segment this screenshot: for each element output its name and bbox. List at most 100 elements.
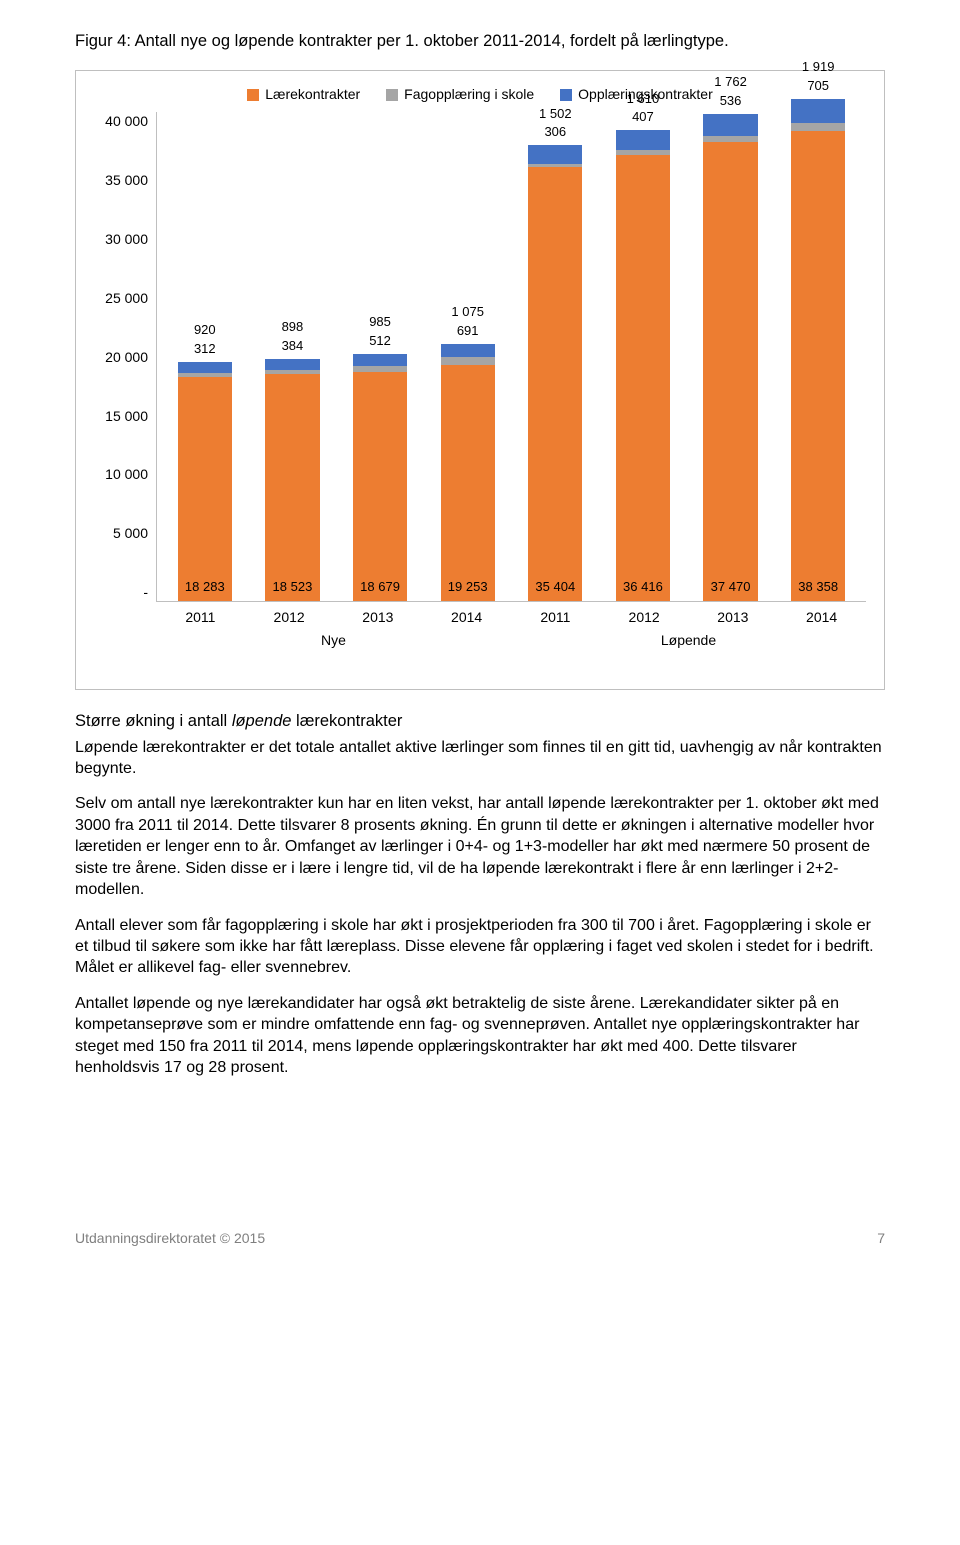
bar-segment-orange: 35 404 — [528, 167, 582, 601]
chart-frame: Lærekontrakter Fagopplæring i skole Oppl… — [75, 70, 885, 690]
bar-value-label: 37 470 — [693, 578, 769, 596]
bar-value-label: 36 416 — [605, 578, 681, 596]
bar-value-label: 898 — [282, 319, 304, 336]
bar-value-label: 1 919 — [802, 59, 835, 76]
x-tick-label: 2011 — [156, 602, 245, 627]
bar-value-label: 985 — [369, 314, 391, 331]
figure-title: Figur 4: Antall nye og løpende kontrakte… — [75, 30, 885, 52]
bar-column: 1 61040736 416 — [599, 112, 687, 601]
bar-column: 1 075 691 19 253 — [424, 112, 512, 601]
bar-value-label: 18 679 — [342, 578, 418, 596]
bar-value-label: 512 — [369, 333, 391, 350]
bar-segment-gray — [441, 357, 495, 365]
stacked-bar: 19 253 — [441, 344, 495, 601]
bar-value-label: 1 075 — [451, 304, 484, 321]
bar-value-label: 35 404 — [517, 578, 593, 596]
footer-publisher: Utdanningsdirektoratet © 2015 — [75, 1229, 265, 1248]
stacked-bar: 18 523 — [265, 359, 319, 602]
bar-value-label: 705 — [807, 78, 829, 95]
x-group-label: Løpende — [511, 627, 866, 650]
bar-value-label: 306 — [544, 124, 566, 141]
bar-top-labels: 1 502306 — [539, 106, 572, 144]
legend-label: Fagopplæring i skole — [404, 85, 534, 104]
legend-label: Lærekontrakter — [265, 85, 360, 104]
y-tick-label: 40 000 — [105, 112, 148, 131]
y-tick-label: - — [143, 583, 148, 602]
x-axis-groups: Nye Løpende — [156, 627, 866, 650]
x-group-label: Nye — [156, 627, 511, 650]
x-tick-label: 2013 — [689, 602, 778, 627]
bar-segment-blue — [353, 354, 407, 366]
bar-top-labels: 1 762 536 — [714, 74, 747, 112]
body-paragraph: Antall elever som får fagopplæring i sko… — [75, 915, 885, 979]
legend-item: Lærekontrakter — [247, 85, 360, 104]
bar-column: 1 50230635 404 — [512, 112, 600, 601]
y-tick-label: 30 000 — [105, 230, 148, 249]
bar-column: 92031218 283 — [161, 112, 249, 601]
subhead-text: Større økning i antall — [75, 712, 232, 730]
bar-segment-blue — [703, 114, 757, 136]
bar-segment-gray — [791, 123, 845, 132]
stacked-bar: 36 416 — [616, 130, 670, 601]
bar-top-labels: 1 075 691 — [451, 304, 484, 342]
y-tick-label: 5 000 — [113, 524, 148, 543]
legend-swatch — [560, 89, 572, 101]
bar-top-labels: 1 919 705 — [802, 59, 835, 97]
y-tick-label: 10 000 — [105, 465, 148, 484]
bar-segment-orange: 38 358 — [791, 131, 845, 601]
bar-segment-blue — [791, 99, 845, 123]
bar-segment-orange: 36 416 — [616, 155, 670, 601]
bar-value-label: 18 283 — [167, 578, 243, 596]
body-paragraph: Selv om antall nye lærekontrakter kun ha… — [75, 793, 885, 900]
bar-value-label: 1 610 — [627, 91, 660, 108]
bar-segment-blue — [441, 344, 495, 357]
bar-segment-orange: 18 283 — [178, 377, 232, 601]
stacked-bar: 37 470 — [703, 114, 757, 601]
footer-page-number: 7 — [877, 1229, 885, 1248]
bar-top-labels: 920312 — [194, 322, 216, 360]
y-tick-label: 15 000 — [105, 407, 148, 426]
x-tick-label: 2013 — [334, 602, 423, 627]
bar-value-label: 691 — [457, 323, 479, 340]
bar-column: 898 384 18 523 — [249, 112, 337, 601]
subhead-italic: løpende — [232, 712, 292, 730]
bar-value-label: 312 — [194, 341, 216, 358]
legend: Lærekontrakter Fagopplæring i skole Oppl… — [94, 85, 866, 104]
x-tick-label: 2011 — [511, 602, 600, 627]
stacked-bar: 18 283 — [178, 362, 232, 601]
body-paragraph: Antallet løpende og nye lærekandidater h… — [75, 993, 885, 1079]
stacked-bar: 35 404 — [528, 145, 582, 601]
bar-segment-blue — [616, 130, 670, 150]
bar-top-labels: 985512 — [369, 314, 391, 352]
section-subheading: Større økning i antall løpende lærekontr… — [75, 710, 885, 732]
bar-segment-orange: 18 523 — [265, 374, 319, 601]
bar-value-label: 19 253 — [430, 578, 506, 596]
bar-segment-blue — [528, 145, 582, 163]
legend-item: Fagopplæring i skole — [386, 85, 534, 104]
bar-value-label: 920 — [194, 322, 216, 339]
bar-value-label: 38 358 — [780, 578, 856, 596]
bar-value-label: 384 — [282, 338, 304, 355]
y-tick-label: 25 000 — [105, 289, 148, 308]
stacked-bar: 38 358 — [791, 99, 845, 601]
bar-segment-orange: 37 470 — [703, 142, 757, 601]
x-axis-years: 20112012201320142011201220132014 — [156, 602, 866, 627]
bar-value-label: 536 — [720, 93, 742, 110]
y-tick-label: 20 000 — [105, 348, 148, 367]
x-tick-label: 2012 — [245, 602, 334, 627]
body-paragraph: Løpende lærekontrakter er det totale ant… — [75, 737, 885, 780]
legend-swatch — [386, 89, 398, 101]
y-tick-label: 35 000 — [105, 171, 148, 190]
bar-value-label: 18 523 — [254, 578, 330, 596]
x-tick-label: 2012 — [600, 602, 689, 627]
bar-value-label: 1 762 — [714, 74, 747, 91]
bar-column: 1 76253637 470 — [687, 112, 775, 601]
subhead-text: lærekontrakter — [291, 712, 402, 730]
x-tick-label: 2014 — [422, 602, 511, 627]
bar-segment-orange: 18 679 — [353, 372, 407, 601]
bar-segment-orange: 19 253 — [441, 365, 495, 601]
plot: 92031218 28389838418 52398551218 6791 07… — [156, 112, 866, 602]
y-axis: 40 000 35 000 30 000 25 000 20 000 15 000 10 0… — [94, 112, 156, 602]
x-tick-label: 2014 — [777, 602, 866, 627]
bar-segment-blue — [178, 362, 232, 373]
